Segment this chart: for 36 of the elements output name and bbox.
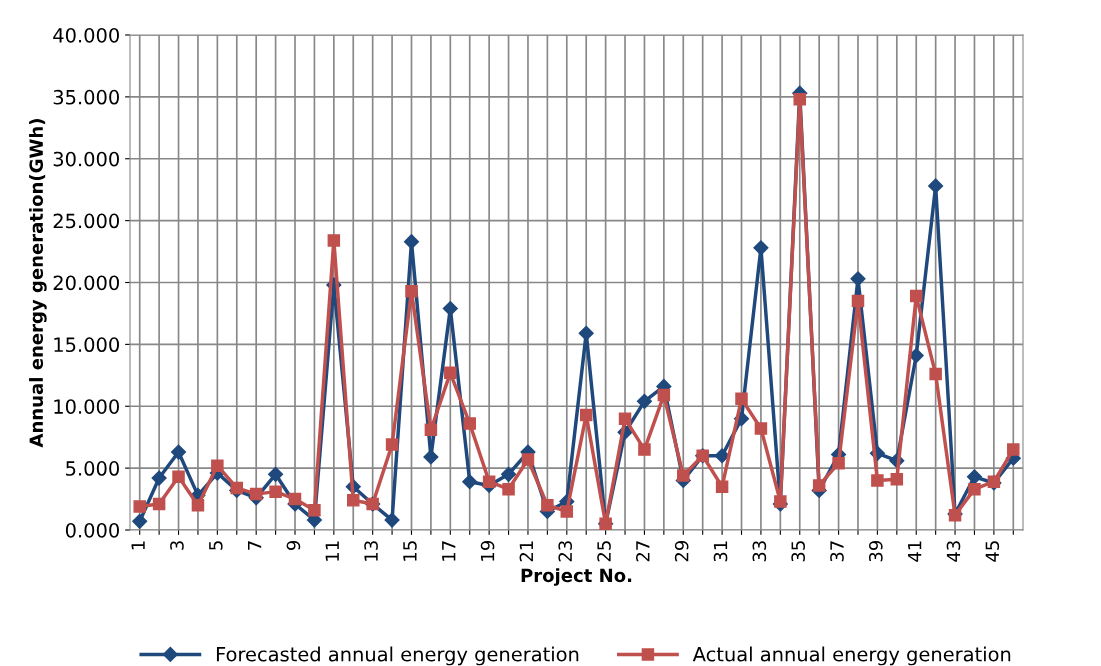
legend-label: Actual annual energy generation — [692, 646, 1011, 666]
x-tick-label: 1 — [131, 541, 145, 550]
x-tick-label: 11 — [325, 541, 339, 561]
y-axis-title: Annual energy generation(GWh) — [29, 119, 47, 448]
x-tick-label: 25 — [597, 541, 611, 562]
x-tick-label: 21 — [519, 541, 533, 562]
x-tick-label: 9 — [286, 540, 301, 551]
y-tick-label: 40.000 — [53, 27, 119, 43]
x-tick-label: 19 — [480, 540, 495, 561]
y-tick-label: 5.000 — [66, 461, 119, 476]
x-tick-label: 37 — [830, 541, 844, 562]
y-tick-label: 35.000 — [53, 89, 119, 105]
x-tick-label: 17 — [442, 541, 456, 561]
y-tick-label: 0.000 — [65, 522, 119, 538]
y-tick-label: 10.000 — [54, 399, 119, 414]
x-tick-label: 7 — [248, 541, 262, 550]
x-tick-label: 13 — [364, 541, 378, 561]
y-tick-label: 25.000 — [53, 213, 119, 229]
y-tick-label: 20.000 — [53, 275, 119, 291]
x-tick-label: 15 — [403, 541, 417, 561]
x-tick-label: 45 — [985, 541, 1000, 562]
x-tick-label: 43 — [946, 541, 961, 562]
x-tick-label: 31 — [713, 541, 728, 562]
x-tick-label: 23 — [558, 541, 573, 562]
x-axis-title: Project No. — [521, 568, 632, 586]
y-tick-label: 30.000 — [53, 151, 119, 167]
x-tick-label: 35 — [791, 541, 805, 562]
x-tick-label: 29 — [674, 540, 689, 562]
x-tick-label: 41 — [908, 541, 922, 562]
legend-label: Forecasted annual energy generation — [216, 646, 579, 666]
x-tick-label: 39 — [868, 540, 883, 562]
x-tick-label: 3 — [170, 541, 184, 550]
y-tick-label: 15.000 — [54, 337, 119, 353]
x-tick-label: 33 — [752, 541, 767, 562]
x-tick-label: 27 — [636, 541, 650, 562]
x-tick-label: 5 — [209, 541, 223, 550]
